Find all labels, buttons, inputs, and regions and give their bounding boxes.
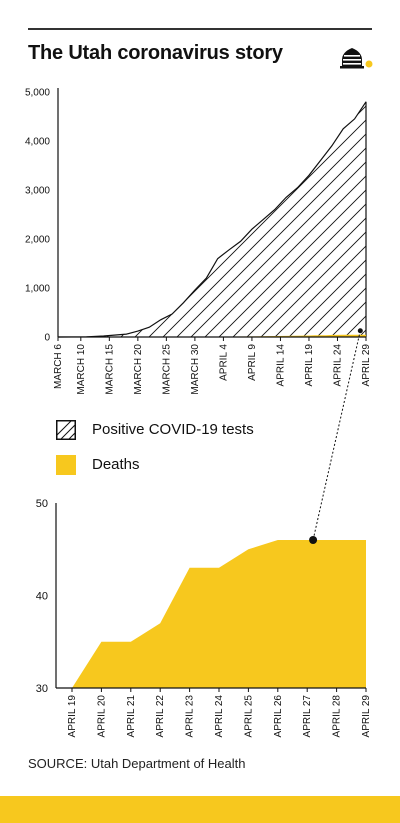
y-tick-label: 50 [36,498,48,510]
x-tick-label: APRIL 19 [304,344,315,387]
beehive-icon [340,48,373,69]
tests-line [57,101,367,338]
x-tick-label: APRIL 29 [361,344,372,387]
legend-label-deaths: Deaths [92,456,140,473]
x-tick-label: APRIL 25 [243,695,254,738]
x-tick-label: APRIL 28 [332,695,343,738]
footer-bar [0,796,400,823]
page-title: The Utah coronavirus story [28,42,283,64]
x-tick-label: APRIL 14 [275,344,286,387]
x-tick-label: MARCH 30 [190,344,201,395]
x-tick-label: APRIL 24 [332,344,343,387]
legend-label-tests: Positive COVID-19 tests [92,421,254,438]
y-tick-label: 40 [36,591,48,603]
y-tick-label: 4,000 [25,137,50,148]
main-chart: 0 1,000 2,000 3,000 4,000 5,000 MARCH 6 MARCH 1… [25,88,372,395]
x-tick-label: APRIL 23 [185,695,196,738]
x-tick-label: APRIL 22 [155,695,166,738]
deaths-area-zoom [72,540,366,688]
x-tick-label: APRIL 20 [96,695,107,738]
y-tick-label: 2,000 [25,235,50,246]
x-tick-label: MARCH 6 [53,344,64,389]
x-tick-label: APRIL 9 [247,344,258,381]
x-tick-label: APRIL 19 [67,695,78,738]
yellow-swatch-icon [56,455,76,475]
hatched-swatch-icon [56,420,76,440]
x-tick-label: MARCH 10 [76,344,87,395]
x-tick-label: APRIL 21 [126,695,137,738]
deaths-marker-main [357,328,363,334]
top-rule [28,28,372,30]
y-tick-label: 1,000 [25,284,50,295]
source-note: SOURCE: Utah Department of Health [28,756,246,771]
x-tick-label: MARCH 15 [104,344,115,395]
y-tick-label: 3,000 [25,186,50,197]
x-tick-label: APRIL 24 [214,695,225,738]
y-tick-label: 5,000 [25,88,50,99]
x-tick-label: APRIL 4 [218,344,229,381]
x-tick-label: APRIL 27 [302,695,313,738]
x-tick-label: APRIL 26 [273,695,284,738]
zoom-chart: 30 40 50 APRIL 19 APRIL 20 APRIL 21 APRIL 22 AP… [36,498,372,738]
x-tick-label: MARCH 25 [161,344,172,395]
deaths-marker-zoom [309,536,318,544]
x-tick-label: MARCH 20 [133,344,144,395]
x-tick-label: APRIL 29 [361,695,372,738]
y-tick-label: 30 [36,683,48,695]
y-tick-label: 0 [44,333,50,344]
tests-area [58,101,366,337]
